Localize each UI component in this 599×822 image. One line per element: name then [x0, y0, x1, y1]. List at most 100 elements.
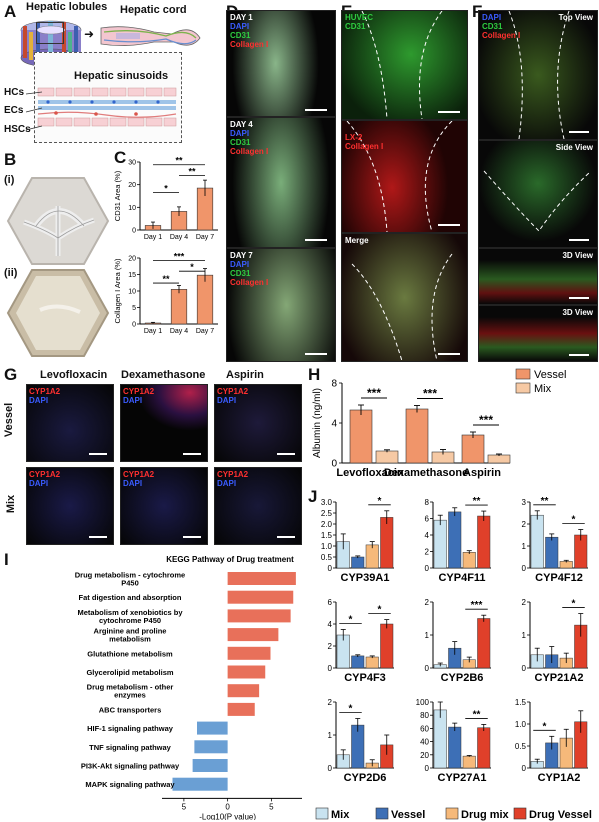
collagen-label: Collagen I: [482, 31, 521, 40]
bar: [462, 755, 476, 769]
y-tick-label: 2: [522, 520, 527, 529]
y-tick-label: 1: [522, 631, 527, 640]
collagen-label: Collagen I: [230, 147, 269, 156]
bar: [477, 515, 491, 569]
scale-bar: [569, 354, 589, 356]
panel-b-ii-label: (ii): [4, 267, 18, 279]
sinusoid-layers-illustration: [37, 87, 177, 127]
vessel-outline: [508, 11, 570, 139]
scale-bar: [438, 111, 460, 113]
y-tick-label: 2: [328, 698, 333, 707]
panel-j-letter: J: [308, 487, 318, 506]
gene-label: CYP1A2: [538, 772, 581, 784]
gene-label: CYP4F11: [438, 572, 485, 584]
bar: [448, 511, 462, 569]
3d-view-image-2: 3D View: [478, 305, 598, 362]
cyp1a2-label: CYP1A2: [123, 387, 155, 396]
bar: [487, 454, 511, 464]
merge-label: Merge: [345, 236, 369, 245]
x-tick-label: Aspirin: [463, 467, 501, 479]
significance-mark: ***: [367, 386, 381, 400]
significance-mark: ***: [423, 387, 437, 401]
view-label: 3D View: [562, 251, 593, 260]
y-axis-label: Collagen I Area (%): [113, 258, 122, 324]
merge-image: Merge: [341, 233, 468, 362]
y-tick-label: 1.5: [515, 698, 527, 707]
significance-mark: **: [473, 709, 481, 720]
panel-f-letter: F: [472, 2, 482, 22]
pathway-label: TNF signaling pathway: [89, 743, 172, 752]
huvec-label: HUVEC: [345, 13, 374, 22]
y-tick-label: 2: [522, 598, 527, 607]
bar: [365, 656, 379, 669]
bar: [461, 434, 485, 464]
collagen-label: Collagen I: [230, 278, 269, 287]
legend-label: Vessel: [534, 369, 566, 381]
y-tick-label: 1: [425, 631, 430, 640]
bar: [196, 274, 214, 325]
y-tick-label: 4: [425, 531, 430, 540]
bar: [405, 408, 429, 464]
x-tick-label: 0: [225, 802, 230, 811]
bar: [349, 409, 373, 464]
pathway-label: ABC transporters: [99, 705, 162, 714]
view-label: 3D View: [562, 308, 593, 317]
day4-label: DAY 4: [230, 120, 253, 129]
pathway-label: Drug metabolism - other: [87, 683, 174, 692]
cd31-label: CD31: [482, 22, 503, 31]
x-tick-label: Day 7: [196, 234, 214, 241]
day4-image: DAY 4 DAPI CD31 Collagen I: [226, 117, 336, 248]
y-tick-label: 0.5: [515, 742, 527, 751]
vessel-outline: [361, 11, 443, 119]
dapi-label: DAPI: [217, 479, 237, 488]
significance-mark: *: [572, 515, 576, 526]
y-tick-label: 2: [425, 598, 430, 607]
vessel-dexamethasone-image: CYP1A2 DAPI: [120, 384, 208, 462]
view-label: Side View: [555, 143, 593, 152]
y-tick-label: 0: [425, 564, 430, 573]
y-tick-label: 0: [132, 322, 136, 329]
bar: [192, 759, 228, 772]
scale-bar: [305, 239, 327, 241]
x-tick-label: Day 4: [170, 328, 188, 335]
y-tick-label: 1.0: [515, 720, 527, 729]
lx2-image: LX-2 Collagen I: [341, 120, 468, 233]
x-tick-label: Day 7: [196, 328, 214, 335]
cd31-label: CD31: [230, 138, 251, 147]
bar: [197, 721, 228, 735]
pathway-label: Arginine and proline: [94, 627, 167, 636]
hepatic-cord-illustration: [100, 26, 201, 46]
dapi-label: DAPI: [123, 396, 143, 405]
bar: [227, 590, 294, 604]
y-tick-label: 3.0: [321, 498, 333, 507]
day1-image: DAY 1 DAPI CD31 Collagen I: [226, 10, 336, 117]
significance-mark: *: [543, 721, 547, 732]
bar: [227, 609, 291, 623]
bar: [433, 519, 447, 569]
panel-b-letter: B: [4, 150, 17, 169]
bar: [194, 740, 228, 754]
y-tick-label: 0: [522, 664, 527, 673]
y-tick-label: 3: [522, 498, 527, 507]
scale-bar: [89, 453, 107, 455]
y-tick-label: 100: [416, 698, 430, 707]
significance-mark: *: [349, 704, 353, 715]
legend-label: Drug Vessel: [529, 809, 592, 821]
significance-mark: *: [164, 184, 168, 194]
legend-swatch: [315, 807, 329, 820]
scale-bar: [438, 224, 460, 226]
y-tick-label: 0.5: [321, 553, 333, 562]
y-tick-label: 0: [522, 564, 527, 573]
mix-dexamethasone-image: CYP1A2 DAPI: [120, 467, 208, 545]
cyp1a2-label: CYP1A2: [217, 470, 249, 479]
panel-b-i-label: (i): [4, 174, 15, 186]
scale-bar: [305, 109, 327, 111]
dapi-label: DAPI: [217, 396, 237, 405]
x-tick-label: 5: [269, 802, 274, 811]
scale-bar: [89, 536, 107, 538]
bar: [227, 646, 271, 660]
x-tick-label: 5: [182, 802, 187, 811]
y-tick-label: 2: [425, 548, 430, 557]
scale-bar: [305, 353, 327, 355]
